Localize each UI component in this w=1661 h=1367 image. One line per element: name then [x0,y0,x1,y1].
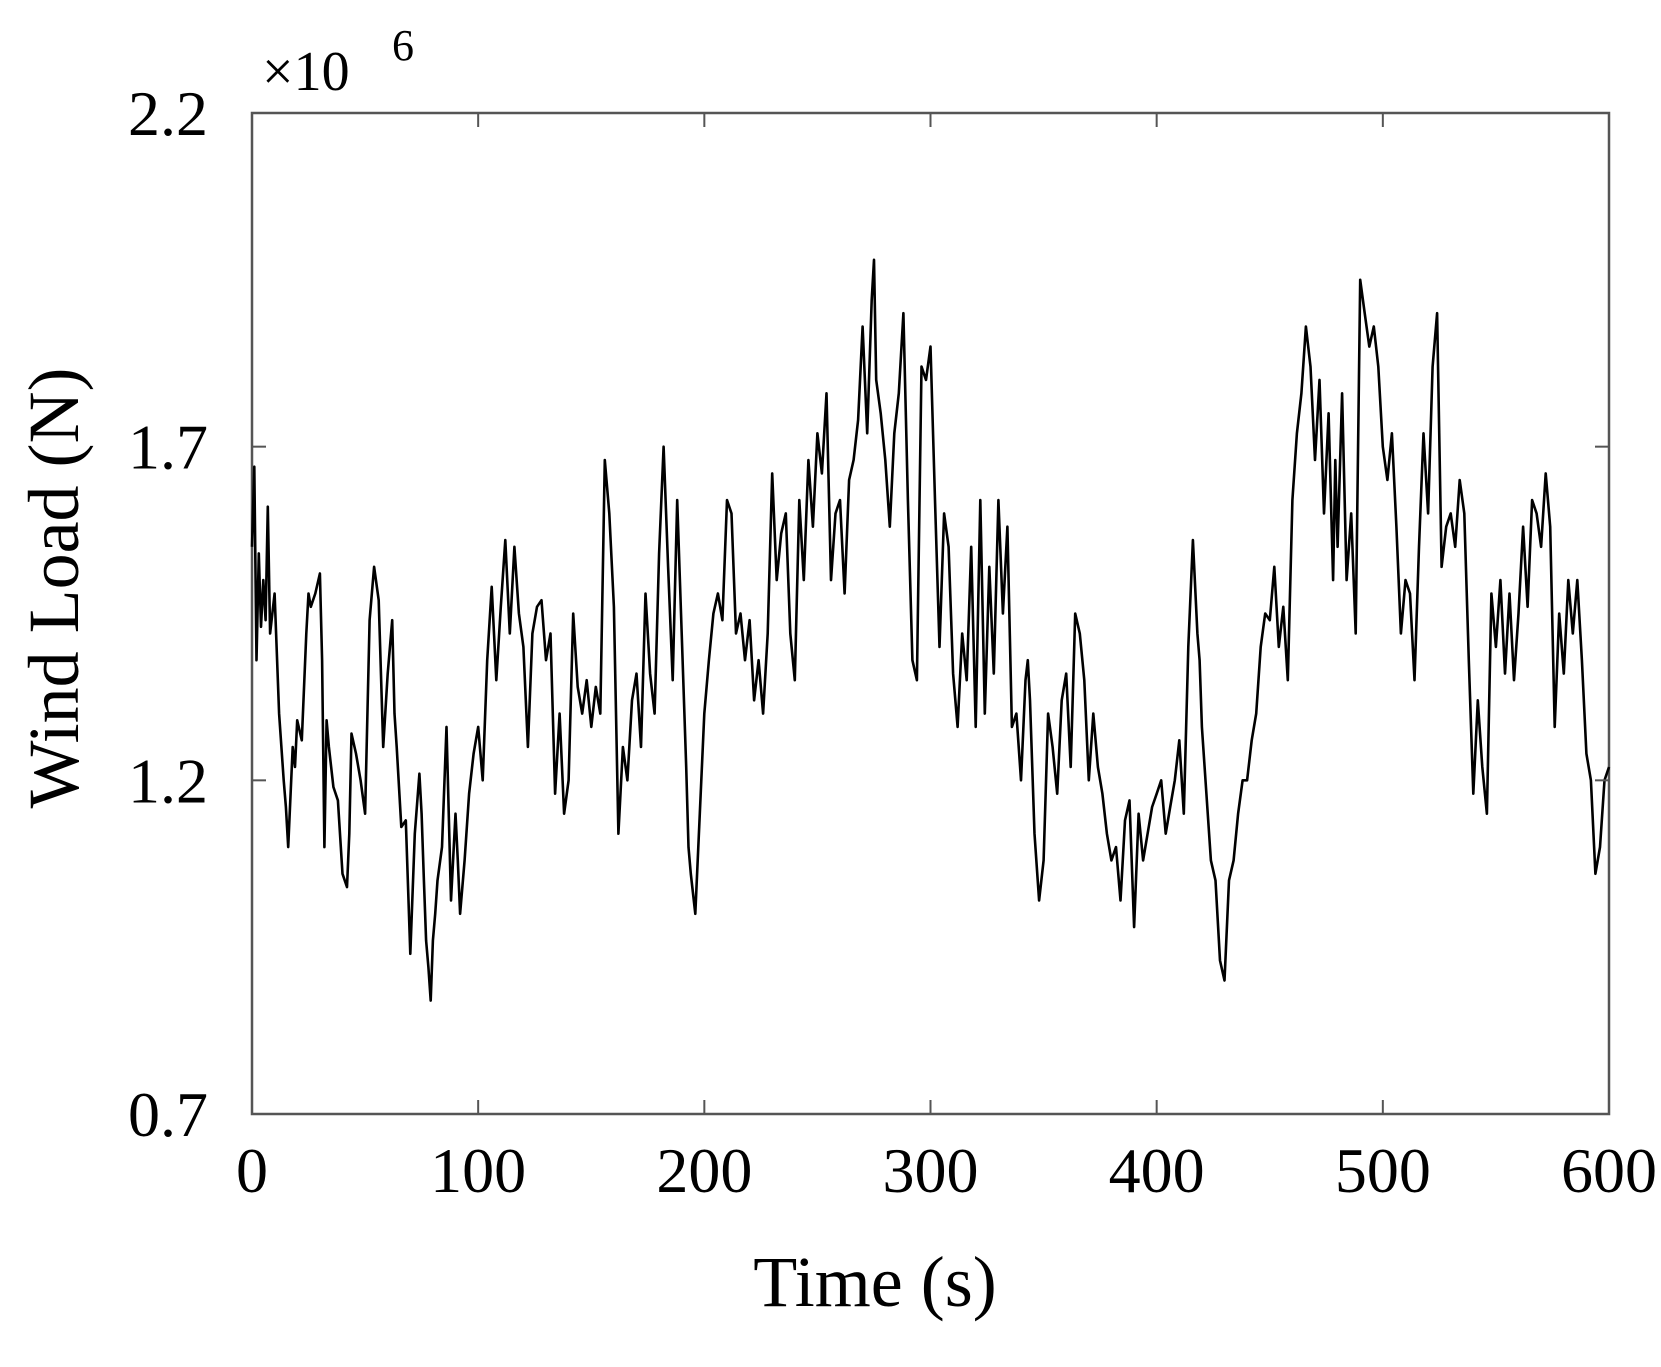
x-tick-label: 0 [236,1135,268,1206]
x-tick-label: 600 [1561,1135,1657,1206]
x-tick-label: 100 [430,1135,526,1206]
x-tick-label: 400 [1109,1135,1205,1206]
y-tick-label: 0.7 [128,1079,208,1150]
x-axis-label: Time (s) [753,1242,996,1322]
y-tick-label: 1.2 [128,745,208,816]
tick-marks [251,112,1610,1115]
x-tick-label: 500 [1335,1135,1431,1206]
plot-frame [250,111,1611,1116]
exponent-power: 6 [392,21,414,70]
x-tick-label: 300 [883,1135,979,1206]
y-tick-label: 2.2 [128,78,208,149]
tick-labels: 0 100 200 300 400 500 600 0.7 1.2 1.7 2.2 [128,78,1657,1206]
y-tick-label: 1.7 [128,412,208,483]
plot-area [250,111,1611,1116]
series-line-0 [250,258,1611,1002]
y-axis-label: Wind Load (N) [14,368,94,809]
series-group [250,258,1611,1002]
exponent-multiplier: ×10 [262,41,350,103]
x-tick-label: 200 [656,1135,752,1206]
